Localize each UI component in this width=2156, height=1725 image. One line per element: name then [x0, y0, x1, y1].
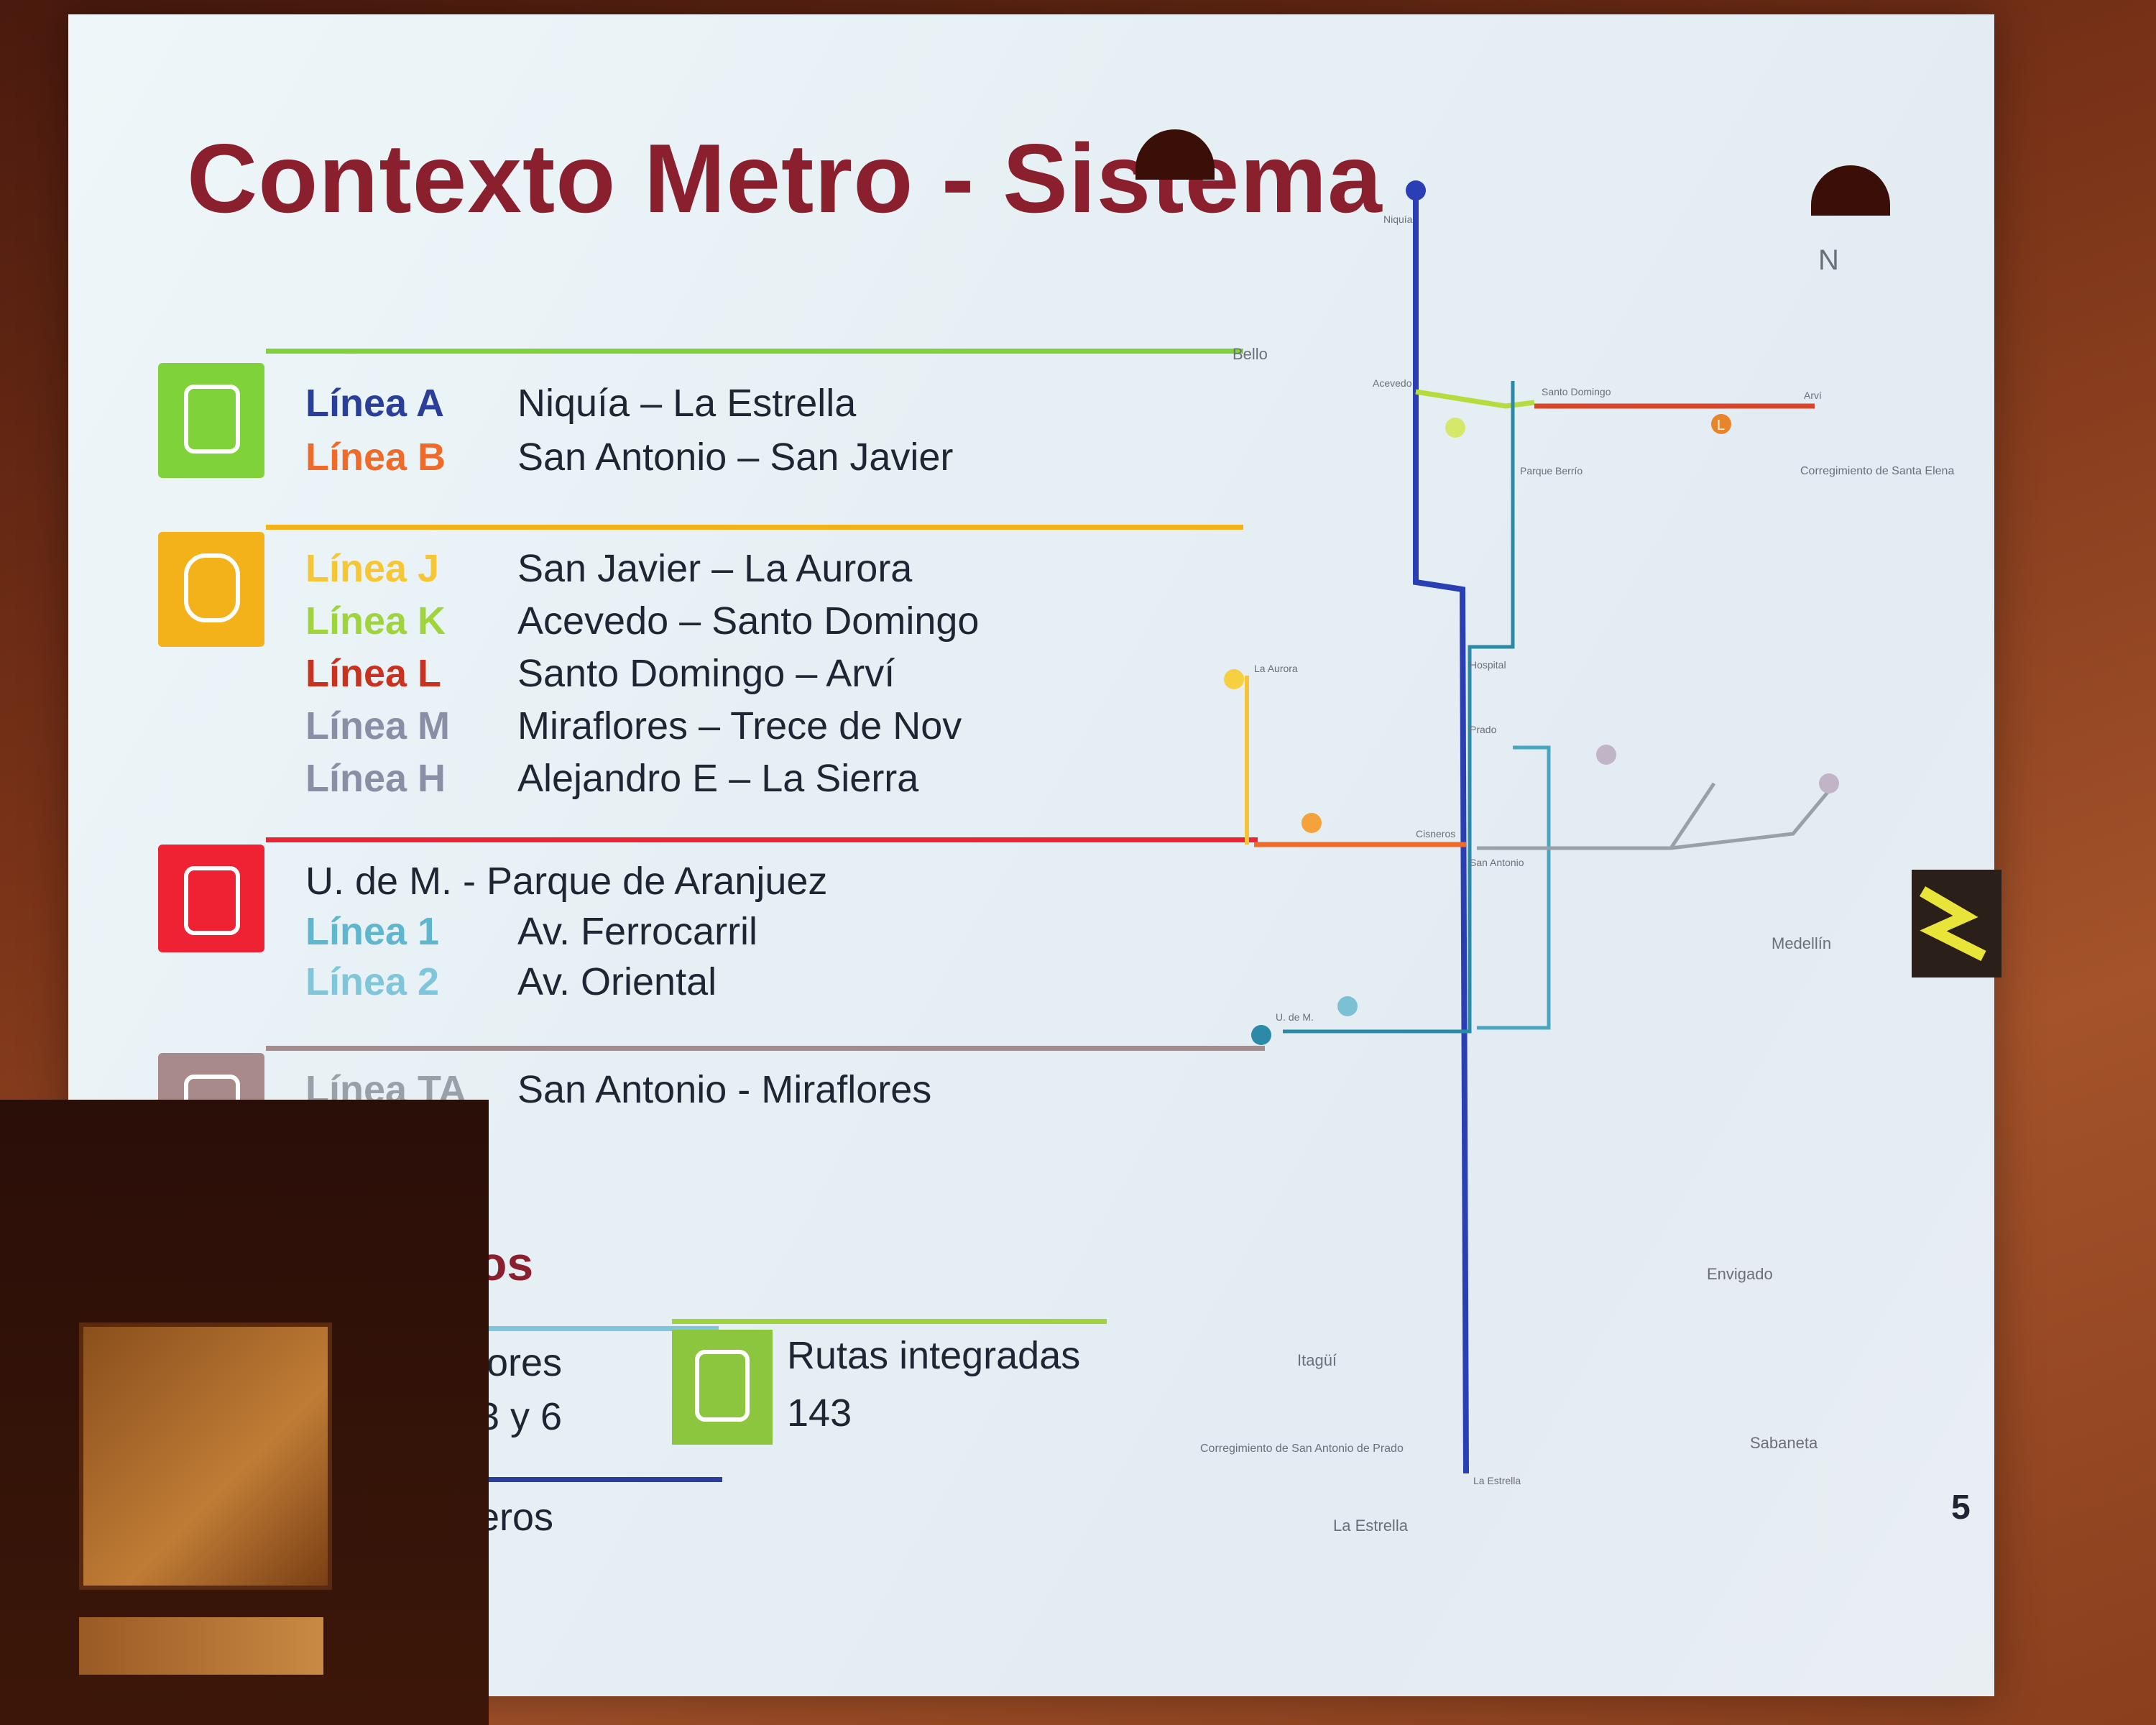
- line-k-track: [1415, 389, 1535, 409]
- metro-system-map: L Bello Medellín Itagüí Envigado Sabanet…: [1200, 180, 2001, 1535]
- map-station-u-de-m: U. de M.: [1276, 1011, 1314, 1023]
- line-route: Av. Ferrocarril: [517, 910, 758, 953]
- map-station-acevedo: Acevedo: [1373, 377, 1412, 389]
- integrated-routes-label: Rutas integradas: [787, 1334, 1081, 1377]
- line-ta-track: [1477, 782, 1830, 850]
- line-route: Niquía – La Estrella: [517, 382, 857, 425]
- list-item: Línea H Alejandro E – La Sierra: [305, 756, 918, 801]
- line-k-badge-icon: [1445, 418, 1465, 438]
- line-name: Línea 1: [305, 910, 440, 953]
- map-station-la-aurora: La Aurora: [1254, 663, 1298, 674]
- map-label-envigado: Envigado: [1707, 1265, 1773, 1283]
- line-route: San Antonio – San Javier: [517, 436, 954, 479]
- map-station-prado: Prado: [1470, 724, 1497, 735]
- line-route: Alejandro E – La Sierra: [517, 757, 919, 800]
- line-2-track: [1477, 745, 1551, 1030]
- list-item: Línea B San Antonio – San Javier: [305, 435, 953, 479]
- line-name: Línea K: [305, 599, 446, 643]
- line-2-badge-icon: [1337, 996, 1358, 1016]
- line-route: U. de M. - Parque de Aranjuez: [305, 860, 828, 903]
- line-name: Línea B: [305, 436, 446, 479]
- map-label-san-antonio-prado: Corregimiento de San Antonio de Prado: [1200, 1443, 1404, 1455]
- podium: [0, 1100, 489, 1725]
- line-route: San Antonio - Miraflores: [517, 1068, 932, 1111]
- list-item: Línea L Santo Domingo – Arví: [305, 651, 895, 696]
- line-l-badge-icon: [1711, 414, 1731, 434]
- line-name: Línea H: [305, 757, 446, 800]
- map-station-san-antonio: San Antonio: [1470, 857, 1524, 868]
- card-divider: [478, 1326, 719, 1331]
- list-item: Línea 2 Av. Oriental: [305, 960, 717, 1004]
- podium-logo-icon: [79, 1322, 332, 1590]
- integrated-routes-value: 143: [787, 1392, 852, 1435]
- map-station-hospital: Hospital: [1470, 659, 1506, 671]
- list-item: Línea A Niquía – La Estrella: [305, 381, 856, 426]
- group-divider: [266, 349, 1243, 354]
- page-number: 5: [1951, 1489, 1971, 1527]
- line-name: Línea L: [305, 652, 442, 695]
- line-name: Línea M: [305, 704, 451, 748]
- map-station-cisneros: Cisneros: [1416, 828, 1455, 840]
- map-label-itagui: Itagüí: [1297, 1351, 1337, 1369]
- list-item: U. de M. - Parque de Aranjuez: [305, 859, 827, 903]
- line-route: Av. Oriental: [517, 960, 717, 1003]
- line-name: Línea A: [305, 382, 445, 425]
- group-divider: [266, 837, 1258, 842]
- map-label-santa-elena: Corregimiento de Santa Elena: [1800, 465, 1954, 477]
- map-label-medellin: Medellín: [1772, 934, 1831, 952]
- line-m-badge-icon: [1596, 745, 1616, 765]
- card-value-fragment: 3 y 6: [478, 1395, 563, 1438]
- list-item: Línea J San Javier – La Aurora: [305, 546, 912, 591]
- line-j-badge-icon: [1224, 669, 1244, 689]
- list-item: Línea K Acevedo – Santo Domingo: [305, 599, 979, 643]
- line-name: Línea J: [305, 547, 440, 590]
- group-divider: [266, 1046, 1265, 1051]
- list-item: Línea 1 Av. Ferrocarril: [305, 909, 757, 954]
- line-h-badge-icon: [1819, 773, 1839, 794]
- map-station-parque-berrio: Parque Berrío: [1520, 465, 1583, 477]
- card-divider: [478, 1477, 722, 1482]
- line-route: Miraflores – Trece de Nov: [517, 704, 962, 748]
- integrated-routes-icon: [672, 1330, 773, 1445]
- metro-logo: [1912, 870, 2001, 978]
- card-divider: [672, 1319, 1107, 1324]
- map-label-la-estrella: La Estrella: [1333, 1517, 1409, 1535]
- map-station-arvi: Arví: [1804, 390, 1822, 401]
- map-station-niquia: Niquía: [1383, 213, 1413, 225]
- map-label-sabaneta: Sabaneta: [1750, 1434, 1818, 1452]
- podium-plate: [79, 1617, 323, 1675]
- line-a-badge-icon: [1406, 180, 1426, 201]
- line-l-badge: L: [1717, 418, 1725, 433]
- map-label-bello: Bello: [1233, 345, 1268, 363]
- line-name: Línea 2: [305, 960, 440, 1003]
- bus-icon: [158, 845, 264, 952]
- list-item: Línea M Miraflores – Trece de Nov: [305, 704, 962, 748]
- line-1-track: [1283, 381, 1515, 1034]
- line-route: Santo Domingo – Arví: [517, 652, 895, 695]
- north-icon: N: [1818, 244, 1839, 276]
- card-label-fragment: eros: [478, 1496, 554, 1539]
- line-route: Acevedo – Santo Domingo: [517, 599, 980, 643]
- line-b-badge-icon: [1302, 813, 1322, 833]
- line-1-badge-icon: [1251, 1025, 1271, 1045]
- group-divider: [266, 525, 1243, 530]
- metro-train-icon: [158, 363, 264, 478]
- line-route: San Javier – La Aurora: [517, 547, 913, 590]
- card-label-fragment: lores: [478, 1341, 563, 1384]
- map-station-la-estrella: La Estrella: [1473, 1475, 1521, 1486]
- cable-car-icon: [158, 532, 264, 647]
- map-station-santo-domingo: Santo Domingo: [1542, 386, 1611, 397]
